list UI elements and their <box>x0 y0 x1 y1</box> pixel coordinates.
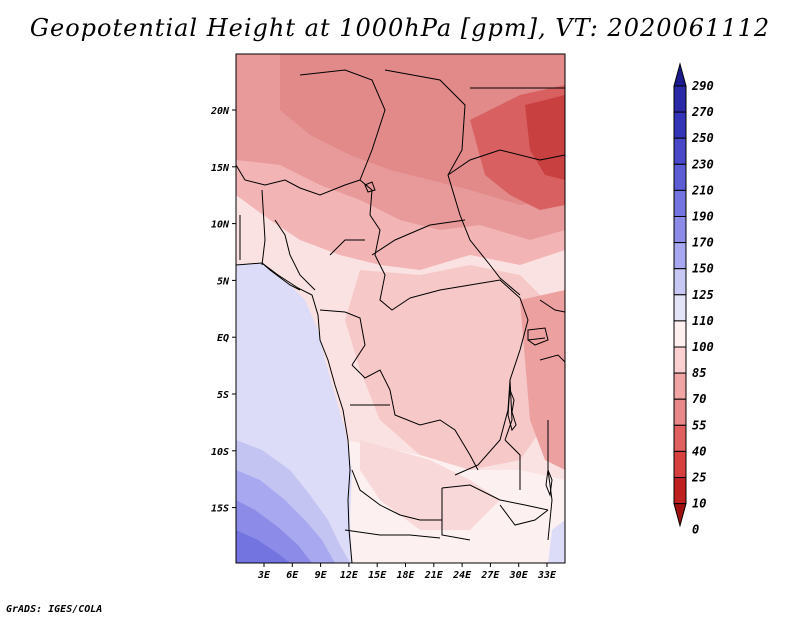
colorbar-label: 290 <box>691 79 714 93</box>
shade-central <box>345 265 555 470</box>
lat-label: 10S <box>211 447 229 458</box>
colorbar-label: 230 <box>691 157 714 171</box>
colorbar-segment <box>673 477 687 505</box>
colorbar-label: 55 <box>692 418 706 432</box>
lon-label: 18E <box>396 570 415 581</box>
credit-text: GrADS: IGES/COLA <box>6 604 103 615</box>
colorbar-label: 250 <box>691 131 714 145</box>
coastline <box>236 262 353 563</box>
colorbar-bottom-arrow <box>673 503 687 528</box>
lat-label: 15N <box>211 163 230 174</box>
lat-label: 20N <box>210 106 230 117</box>
colorbar-label: 210 <box>691 183 714 197</box>
colorbar-segment <box>673 320 687 348</box>
colorbar-segment <box>673 372 687 400</box>
colorbar-segment <box>673 137 687 165</box>
lake-tanganyika <box>507 389 517 432</box>
colorbar-label: 10 <box>692 497 706 511</box>
lat-label: 15S <box>211 504 229 515</box>
lon-label: 30E <box>509 570 529 581</box>
lat-label: 10N <box>211 220 230 231</box>
lon-label: 24E <box>452 570 472 581</box>
ocean-deepest-2 <box>236 530 290 563</box>
lat-label: 5S <box>217 390 229 401</box>
ocean-southeast <box>548 520 565 563</box>
latitude-axis: 20N 15N 10N 5N EQ 5S 10S 15S <box>210 106 236 515</box>
lake-victoria <box>527 327 549 346</box>
lat-label: 5N <box>217 276 230 287</box>
colorbar-segment <box>673 216 687 244</box>
lon-label: 21E <box>424 570 444 581</box>
colorbar-label: 270 <box>691 105 714 119</box>
shade-hottest <box>525 95 565 180</box>
colorbar-label: 125 <box>692 288 714 302</box>
colorbar-label: 100 <box>692 340 714 354</box>
map-plot <box>236 54 565 563</box>
colorbar-label: 0 <box>692 523 699 537</box>
colorbar-label: 150 <box>692 262 714 276</box>
colorbar-segment <box>673 189 687 217</box>
lon-label: 12E <box>340 570 359 581</box>
colorbar-label: 85 <box>692 366 706 380</box>
country-borders <box>236 69 565 541</box>
colorbar-segment <box>673 163 687 191</box>
lon-label: 15E <box>368 570 387 581</box>
chart-title: Geopotential Height at 1000hPa [gpm], VT… <box>29 14 771 42</box>
colorbar-segment <box>673 294 687 322</box>
colorbar-segment <box>673 346 687 374</box>
colorbar-segment <box>673 242 687 270</box>
colorbar-segment <box>673 85 687 113</box>
colorbar-label: 70 <box>692 392 706 406</box>
longitude-axis: 3E 6E 9E 12E 15E 18E 21E 24E 27E 30E 33E <box>257 563 557 581</box>
lon-label: 9E <box>315 570 328 581</box>
colorbar-label: 25 <box>691 471 706 485</box>
colorbar-segment <box>673 268 687 296</box>
colorbar-top-arrow <box>673 62 687 87</box>
lake-malawi <box>545 468 553 497</box>
colorbar-segment <box>673 424 687 452</box>
colorbar-label: 40 <box>692 444 706 458</box>
shade-south-mild <box>360 440 500 530</box>
colorbar-segment <box>673 111 687 139</box>
shade-east-highlands <box>520 290 565 470</box>
colorbar-label: 110 <box>692 314 714 328</box>
lon-label: 27E <box>480 570 500 581</box>
lon-label: 6E <box>286 570 299 581</box>
lake-chad <box>364 181 376 193</box>
colorbar: 2902702502302101901701501251101008570554… <box>673 62 714 537</box>
lon-label: 33E <box>537 570 557 581</box>
map-frame <box>235 53 566 564</box>
colorbar-label: 190 <box>692 210 714 224</box>
colorbar-segment <box>673 450 687 478</box>
colorbar-label: 170 <box>692 236 714 250</box>
lon-label: 3E <box>257 570 271 581</box>
colorbar-segment <box>673 398 687 426</box>
lat-label: EQ <box>217 333 229 344</box>
